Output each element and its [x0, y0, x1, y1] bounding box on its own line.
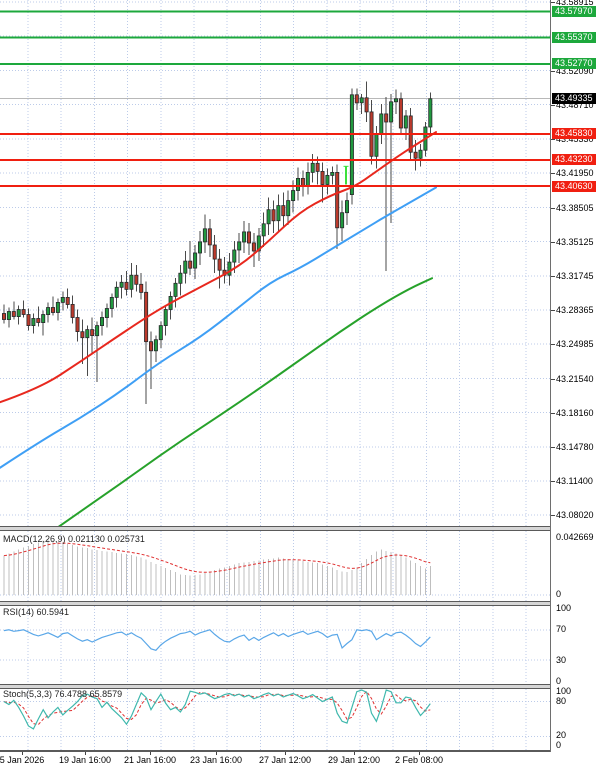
price-axis-label: 43.45330	[556, 134, 594, 144]
buy-marker[interactable]	[343, 165, 349, 185]
price-level-badge: 43.45830	[552, 128, 596, 139]
price-axis-tick	[551, 344, 555, 345]
time-axis-tick	[22, 752, 23, 755]
time-axis-tick	[216, 752, 217, 755]
macd-label: MACD(12,26,9) 0.021130 0.025731	[3, 534, 145, 544]
price-axis-label: 43.41950	[556, 168, 594, 178]
main-pane[interactable]	[0, 0, 551, 526]
price-axis-border	[550, 0, 551, 752]
pane-separator[interactable]	[0, 684, 551, 689]
level-lines[interactable]	[0, 10, 551, 188]
price-axis-tick	[551, 173, 555, 174]
price-axis-label: 43.14780	[556, 442, 594, 452]
time-axis-label: 19 Jan 16:00	[58, 755, 112, 765]
price-axis-tick	[551, 310, 555, 311]
price-axis-tick	[551, 481, 555, 482]
price-axis-label: 43.18160	[556, 408, 594, 418]
macd-pane[interactable]	[0, 531, 551, 601]
price-axis-tick	[551, 515, 555, 516]
price-axis-label: 43.11400	[556, 476, 593, 486]
ma_fast-line[interactable]	[0, 131, 437, 404]
rsi-level-lines	[0, 629, 551, 661]
price-axis-tick	[551, 413, 555, 414]
price-axis-tick	[551, 2, 555, 3]
price-level-badge: 43.43230	[552, 154, 596, 165]
macd-histogram	[3, 539, 431, 595]
macd-signal-line	[3, 542, 431, 573]
horizontal-gridlines	[0, 1, 551, 516]
indicator-scale-label: 70	[556, 624, 567, 634]
candlestick-series[interactable]	[2, 81, 433, 405]
time-axis-label: 5 Jan 2026	[0, 755, 45, 765]
macd-plot[interactable]	[0, 531, 551, 601]
price-axis-label: 43.38505	[556, 203, 594, 213]
indicator-scale-label: 0	[556, 740, 562, 750]
ma_mid-line[interactable]	[0, 186, 437, 469]
price-level-badge: 43.49335	[552, 93, 596, 104]
rsi-label: RSI(14) 60.5941	[3, 607, 70, 617]
pane-separator[interactable]	[0, 601, 551, 606]
price-axis-label: 43.31745	[556, 271, 594, 281]
price-plot[interactable]	[0, 0, 551, 526]
price-level-badge: 43.52770	[552, 58, 596, 69]
indicator-scale-label: 80	[556, 696, 567, 706]
indicator-scale-label: 0.042669	[556, 532, 594, 542]
time-axis-tick	[85, 752, 86, 755]
price-axis-tick	[551, 208, 555, 209]
vertical-gridlines	[27, 0, 527, 526]
price-axis-tick	[551, 139, 555, 140]
indicator-scale-label: 20	[556, 730, 567, 740]
time-axis-label: 29 Jan 12:00	[327, 755, 381, 765]
rsi-line	[3, 629, 431, 651]
stoch-d-line	[3, 690, 431, 726]
price-axis-tick	[551, 276, 555, 277]
price-axis-label: 43.48710	[556, 100, 594, 110]
price-level-badge: 43.55370	[552, 32, 596, 43]
time-axis-label: 2 Feb 08:00	[394, 755, 444, 765]
time-axis-tick	[285, 752, 286, 755]
stoch-k-line	[3, 689, 431, 730]
stoch-pane[interactable]	[0, 689, 551, 750]
stoch-label: Stoch(5,3,3) 76.4788 65.8579	[3, 689, 123, 699]
stoch-plot[interactable]	[0, 689, 551, 750]
indicator-scale-label: 0	[556, 589, 562, 599]
price-axis-label: 43.58915	[556, 0, 594, 7]
price-axis-label: 43.35125	[556, 237, 594, 247]
rsi-plot[interactable]	[0, 606, 551, 684]
price-axis-tick	[551, 71, 555, 72]
indicator-scale-label: 100	[556, 603, 572, 613]
ma_slow-line[interactable]	[57, 277, 433, 526]
time-axis-border	[0, 750, 551, 752]
price-level-badge: 43.57970	[552, 6, 596, 17]
time-axis-tick	[150, 752, 151, 755]
price-level-badge: 43.40630	[552, 181, 596, 192]
stoch-level-lines	[0, 701, 551, 737]
indicator-scale-label: 30	[556, 655, 567, 665]
price-axis-tick	[551, 105, 555, 106]
price-axis-label: 43.28365	[556, 305, 594, 315]
price-axis-tick	[551, 242, 555, 243]
time-axis-label: 27 Jan 12:00	[258, 755, 312, 765]
price-axis-tick	[551, 447, 555, 448]
price-axis-label: 43.08020	[556, 510, 594, 520]
indicator-scale-label: 100	[556, 686, 572, 696]
price-axis-label: 43.52090	[556, 66, 594, 76]
vertical-gridlines	[27, 689, 527, 750]
time-axis-tick	[354, 752, 355, 755]
vertical-gridlines	[27, 606, 527, 684]
price-axis-label: 43.21540	[556, 374, 594, 384]
time-axis-label: 23 Jan 16:00	[189, 755, 243, 765]
indicator-scale-label: 0	[556, 676, 562, 686]
time-axis-tick	[419, 752, 420, 755]
price-axis-label: 43.24985	[556, 339, 594, 349]
time-axis-label: 21 Jan 16:00	[123, 755, 177, 765]
price-axis-tick	[551, 379, 555, 380]
rsi-pane[interactable]	[0, 606, 551, 684]
pane-separator[interactable]	[0, 526, 551, 531]
